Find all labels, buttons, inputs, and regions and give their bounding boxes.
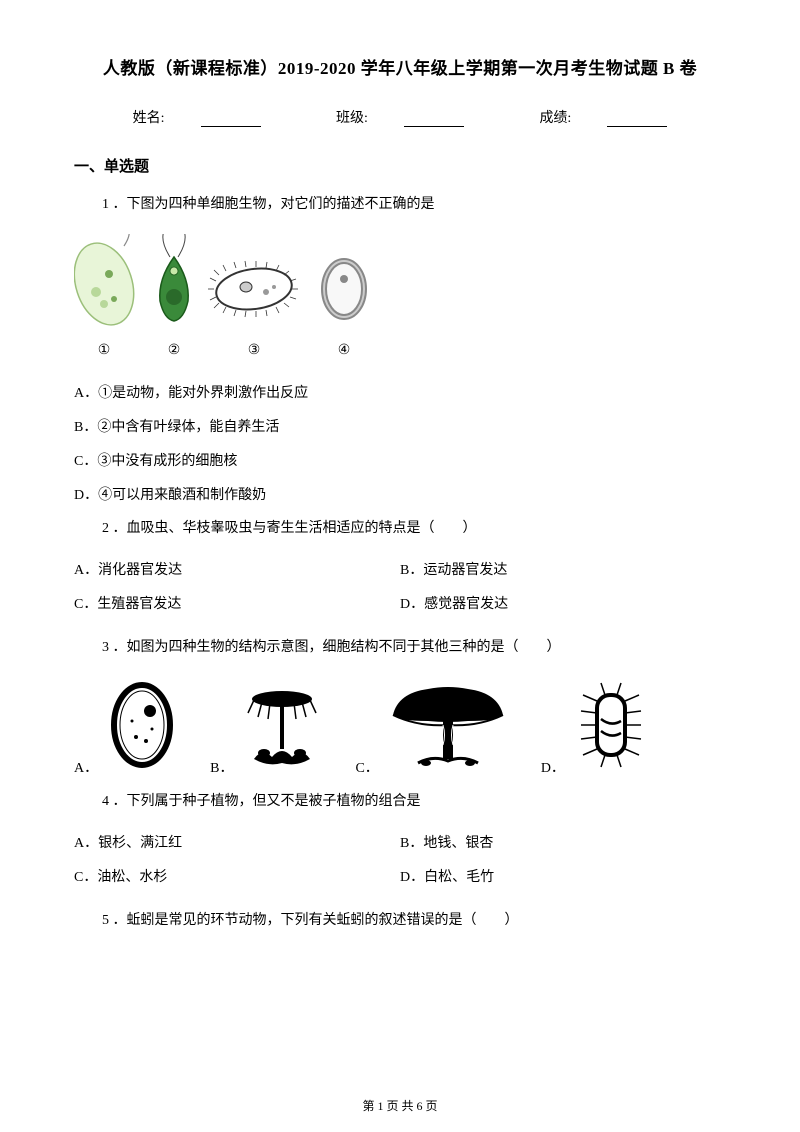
q3-options: A． B． xyxy=(74,677,726,777)
q3-figB xyxy=(237,677,327,777)
q2-text: 2 ．血吸虫、华枝睾吸虫与寄生生活相适应的特点是（ ） xyxy=(74,518,726,540)
q4-optA: A．银杉、满江红 xyxy=(74,832,400,852)
page-footer: 第 1 页 共 6 页 xyxy=(0,1097,800,1114)
q2-optC: C．生殖器官发达 xyxy=(74,593,400,613)
q1-optA: A．①是动物，能对外界刺激作出反应 xyxy=(74,382,726,402)
q1-text: 1 ．下图为四种单细胞生物，对它们的描述不正确的是 xyxy=(74,194,726,216)
name-label: 姓名: xyxy=(133,111,165,126)
q2-options: A．消化器官发达 B．运动器官发达 C．生殖器官发达 D．感觉器官发达 xyxy=(74,559,726,627)
student-info-row: 姓名: 班级: 成绩: xyxy=(74,107,726,127)
svg-text:③: ③ xyxy=(248,343,261,358)
q4-optB: B．地钱、银杏 xyxy=(400,832,726,852)
q4-text: 4 ．下列属于种子植物，但又不是被子植物的组合是 xyxy=(74,791,726,813)
class-blank xyxy=(404,113,464,127)
q2-optD: D．感觉器官发达 xyxy=(400,593,726,613)
svg-text:①: ① xyxy=(98,343,111,358)
score-blank xyxy=(607,113,667,127)
svg-text:④: ④ xyxy=(338,343,351,358)
q3-optA: A． xyxy=(74,677,182,777)
q5-text: 5 ．蚯蚓是常见的环节动物，下列有关蚯蚓的叙述错误的是（ ） xyxy=(74,910,726,932)
score-label: 成绩: xyxy=(539,111,571,126)
q3-optB: B． xyxy=(210,677,327,777)
q3-optD: D． xyxy=(541,677,654,777)
class-label: 班级: xyxy=(336,111,368,126)
page-title: 人教版（新课程标准）2019-2020 学年八年级上学期第一次月考生物试题 B … xyxy=(74,54,726,79)
q1-options: A．①是动物，能对外界刺激作出反应 B．②中含有叶绿体，能自养生活 C．③中没有… xyxy=(74,382,726,504)
q3-figD xyxy=(569,677,654,777)
name-blank xyxy=(201,113,261,127)
q1-optD: D．④可以用来酿酒和制作酸奶 xyxy=(74,484,726,504)
q4-options: A．银杉、满江红 B．地钱、银杏 C．油松、水杉 D．白松、毛竹 xyxy=(74,832,726,900)
q3-text: 3 ．如图为四种生物的结构示意图，细胞结构不同于其他三种的是（ ） xyxy=(74,637,726,659)
q3-optC: C． xyxy=(355,677,512,777)
q3-figA xyxy=(102,677,182,777)
q4-optD: D．白松、毛竹 xyxy=(400,866,726,886)
q1-optB: B．②中含有叶绿体，能自养生活 xyxy=(74,416,726,436)
section-1-title: 一、单选题 xyxy=(74,155,726,176)
q1-optC: C．③中没有成形的细胞核 xyxy=(74,450,726,470)
q4-optC: C．油松、水杉 xyxy=(74,866,400,886)
svg-text:②: ② xyxy=(168,343,181,358)
q2-optB: B．运动器官发达 xyxy=(400,559,726,579)
q3-figC xyxy=(383,677,513,777)
q1-figure: ① ② ③ ④ xyxy=(74,234,726,364)
q2-optA: A．消化器官发达 xyxy=(74,559,400,579)
